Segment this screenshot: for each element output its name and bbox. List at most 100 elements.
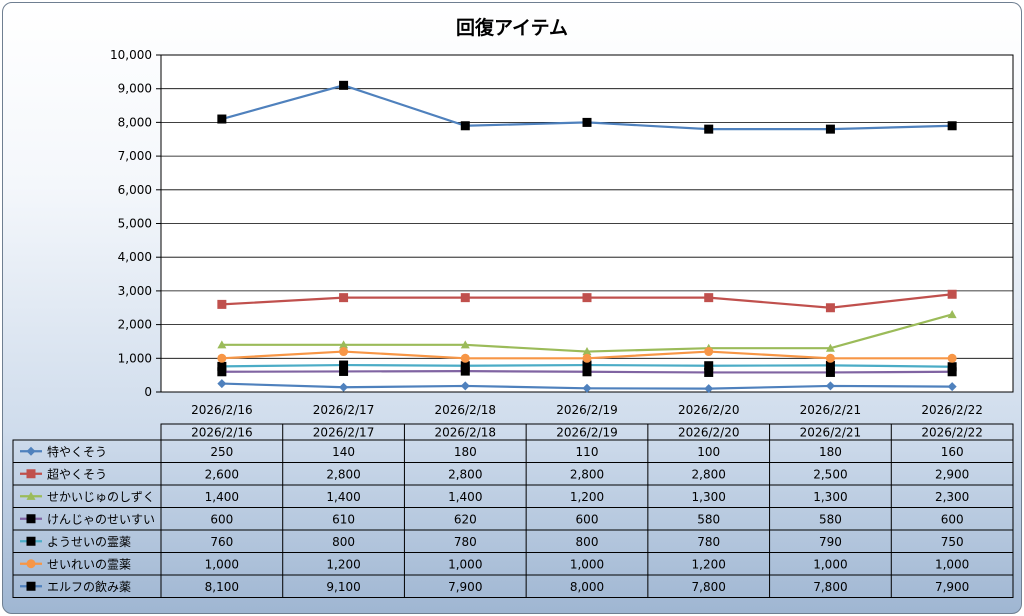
table-header-cell: 2026/2/16 [191, 426, 253, 440]
table-row: エルフの飲み薬 8,100 9,100 7,900 8,000 7,800 7,800 7,9… [20, 579, 969, 594]
data-point [582, 347, 592, 356]
table-cell: 1,300 [813, 490, 847, 504]
table-cell: 100 [697, 445, 720, 459]
y-axis-ticks: 0 1,000 2,000 3,000 4,000 5,000 6,000 7,000 8,00… [110, 48, 152, 399]
y-tick-label: 10,000 [110, 48, 152, 62]
table-row: 超やくそう 2,600 2,800 2,800 2,800 2,800 2,500 2,900 [20, 466, 969, 481]
series-1 [217, 289, 957, 313]
y-tick-label: 7,000 [118, 149, 152, 163]
data-point [582, 360, 592, 370]
data-point [704, 367, 714, 377]
data-point [825, 353, 835, 363]
table-cell: 250 [210, 445, 233, 459]
data-point [704, 124, 714, 134]
data-point [947, 353, 957, 363]
data-point [582, 383, 592, 393]
table-cell: 2,800 [326, 467, 360, 481]
data-point [217, 114, 227, 124]
legend-label: ようせいの霊薬 [47, 535, 131, 549]
table-cell: 2,800 [570, 467, 604, 481]
x-tick-label: 2026/2/18 [435, 403, 497, 417]
legend-key-marker [26, 514, 36, 524]
table-cell: 1,200 [570, 490, 604, 504]
table-cell: 600 [941, 512, 964, 526]
table-cell: 1,000 [205, 557, 239, 571]
chart-title: 回復アイテム [456, 16, 568, 39]
table-cell: 1,300 [692, 490, 726, 504]
data-point [825, 303, 835, 313]
x-tick-label: 2026/2/16 [191, 403, 253, 417]
table-header-cell: 2026/2/21 [800, 426, 862, 440]
series-4 [217, 360, 957, 372]
data-point [217, 353, 227, 363]
data-point [339, 360, 349, 370]
series-3 [217, 366, 957, 377]
table-cell: 790 [819, 535, 842, 549]
series-0 [217, 379, 957, 394]
series-lines [217, 80, 957, 394]
data-point [217, 367, 227, 377]
table-body [12, 439, 1014, 598]
table-header-cell: 2026/2/19 [556, 426, 618, 440]
table-cell: 140 [332, 445, 355, 459]
table-cell: 1,200 [326, 557, 360, 571]
data-point [339, 382, 349, 392]
x-tick-label: 2026/2/19 [556, 403, 618, 417]
y-tick-label: 0 [144, 385, 152, 399]
table-cell: 620 [454, 512, 477, 526]
data-point [460, 353, 470, 363]
table-cell: 610 [332, 512, 355, 526]
table-cell: 2,900 [935, 467, 969, 481]
legend-label: エルフの飲み薬 [47, 579, 131, 594]
data-point [339, 80, 349, 90]
data-point [947, 382, 957, 392]
y-tick-label: 3,000 [118, 284, 152, 298]
legend-key-marker [26, 446, 36, 456]
y-tick-label: 1,000 [118, 351, 152, 365]
series-6 [217, 80, 957, 134]
table-cell: 1,200 [692, 557, 726, 571]
y-tick-label: 6,000 [118, 183, 152, 197]
table-cell: 2,800 [448, 467, 482, 481]
table-cell: 180 [454, 445, 477, 459]
data-point [947, 289, 957, 299]
x-tick-label: 2026/2/22 [921, 403, 983, 417]
x-axis-ticks: 2026/2/16 2026/2/17 2026/2/18 2026/2/19 2026… [191, 403, 983, 417]
table-cell: 7,900 [935, 580, 969, 594]
table-row: けんじゃのせいすい 600 610 620 600 580 580 600 [20, 512, 964, 526]
data-point [339, 366, 349, 376]
gridlines [156, 54, 1013, 393]
table-cell: 7,900 [448, 580, 482, 594]
table-cell: 800 [332, 535, 355, 549]
y-tick-label: 2,000 [118, 318, 152, 332]
table-cell: 750 [941, 535, 964, 549]
table-row: せいれいの霊薬 1,000 1,200 1,000 1,000 1,200 1,000 1,0… [20, 557, 969, 571]
data-point [217, 340, 227, 349]
data-point [704, 293, 714, 303]
legend-key-marker [26, 559, 36, 569]
table-cell: 2,600 [205, 467, 239, 481]
table-cell: 1,000 [570, 557, 604, 571]
x-tick-label: 2026/2/21 [800, 403, 862, 417]
table-cell: 8,100 [205, 580, 239, 594]
data-point [947, 309, 957, 319]
table-cell: 580 [697, 512, 720, 526]
data-point [460, 381, 470, 391]
legend-key-marker [26, 581, 36, 591]
table-cell: 800 [576, 535, 599, 549]
legend-key-marker [26, 469, 36, 479]
legend-label: せいれいの霊薬 [47, 557, 131, 571]
data-point [339, 340, 349, 349]
legend-key-marker [26, 536, 36, 546]
data-table: 2026/2/16 2026/2/17 2026/2/18 2026/2/19 2026… [12, 423, 1014, 598]
data-point [339, 293, 349, 303]
table-cell: 1,400 [448, 490, 482, 504]
table-cell: 8,000 [570, 580, 604, 594]
data-point [704, 384, 714, 394]
data-point [460, 121, 470, 131]
x-tick-label: 2026/2/20 [678, 403, 740, 417]
legend-key-marker [26, 491, 36, 500]
data-point [217, 379, 227, 389]
data-point [460, 293, 470, 303]
table-header-cell: 2026/2/20 [678, 426, 740, 440]
